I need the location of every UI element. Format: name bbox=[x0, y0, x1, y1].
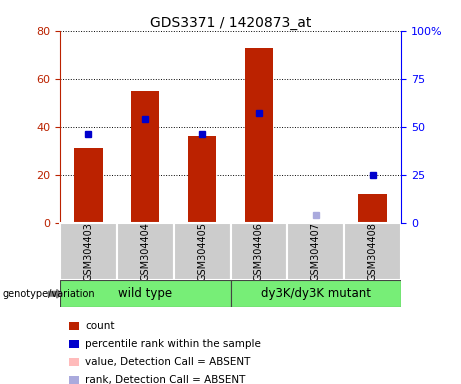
Title: GDS3371 / 1420873_at: GDS3371 / 1420873_at bbox=[150, 16, 311, 30]
Bar bbox=[230, 280, 401, 307]
Text: count: count bbox=[85, 321, 115, 331]
Bar bbox=[60, 223, 117, 280]
Text: GSM304403: GSM304403 bbox=[83, 222, 94, 281]
Bar bbox=[188, 136, 216, 223]
Bar bbox=[245, 48, 273, 223]
Text: GSM304406: GSM304406 bbox=[254, 222, 264, 281]
Text: rank, Detection Call = ABSENT: rank, Detection Call = ABSENT bbox=[85, 375, 246, 384]
Text: wild type: wild type bbox=[118, 287, 172, 300]
Text: value, Detection Call = ABSENT: value, Detection Call = ABSENT bbox=[85, 357, 251, 367]
Text: GSM304405: GSM304405 bbox=[197, 222, 207, 281]
Bar bbox=[117, 223, 174, 280]
Bar bbox=[287, 223, 344, 280]
Bar bbox=[344, 223, 401, 280]
Text: genotype/variation: genotype/variation bbox=[2, 289, 95, 299]
Text: GSM304407: GSM304407 bbox=[311, 222, 321, 281]
Text: GSM304408: GSM304408 bbox=[367, 222, 378, 281]
Bar bbox=[60, 280, 230, 307]
Text: percentile rank within the sample: percentile rank within the sample bbox=[85, 339, 261, 349]
Bar bbox=[174, 223, 230, 280]
Bar bbox=[358, 194, 387, 223]
Bar bbox=[74, 148, 102, 223]
Text: GSM304404: GSM304404 bbox=[140, 222, 150, 281]
Bar bbox=[230, 223, 287, 280]
Text: dy3K/dy3K mutant: dy3K/dy3K mutant bbox=[261, 287, 371, 300]
Bar bbox=[131, 91, 160, 223]
